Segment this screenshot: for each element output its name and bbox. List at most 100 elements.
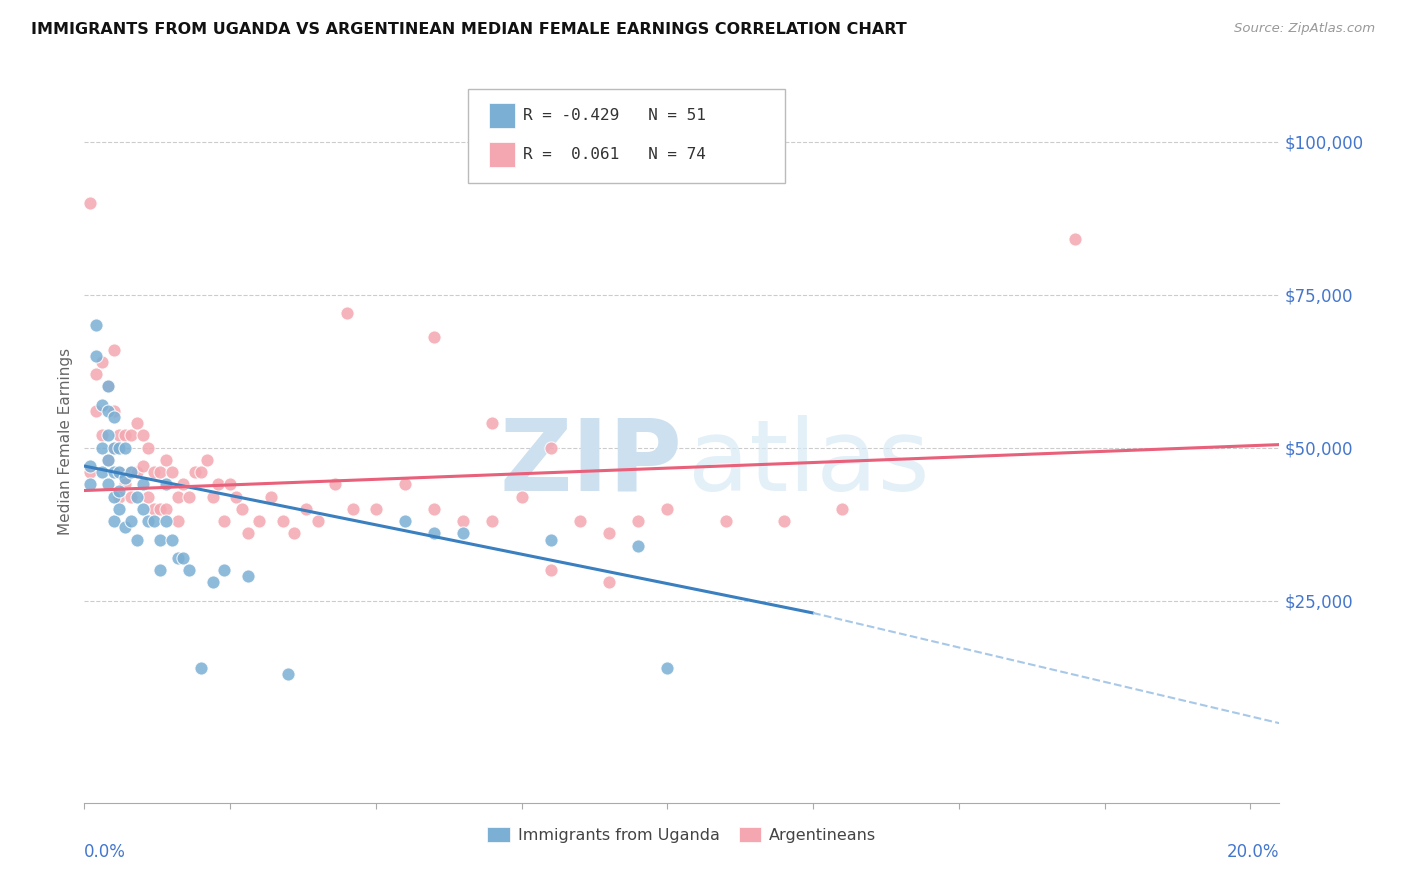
Point	[773, 514, 796, 528]
Point	[103, 410, 125, 425]
Point	[120, 490, 142, 504]
Point	[79, 458, 101, 473]
Point	[84, 367, 107, 381]
Point	[155, 477, 177, 491]
Point	[149, 563, 172, 577]
Point	[108, 465, 131, 479]
Point	[97, 477, 120, 491]
Point	[277, 667, 299, 681]
Point	[125, 533, 148, 547]
Text: 0.0%: 0.0%	[84, 843, 127, 861]
Point	[108, 465, 131, 479]
Point	[190, 465, 212, 479]
Point	[423, 526, 446, 541]
Point	[190, 661, 212, 675]
Point	[323, 477, 346, 491]
Point	[160, 533, 183, 547]
Text: ZIP: ZIP	[499, 415, 682, 512]
Point	[90, 355, 112, 369]
Point	[97, 428, 120, 442]
Point	[510, 490, 533, 504]
Point	[125, 465, 148, 479]
Point	[79, 195, 101, 210]
Point	[453, 514, 475, 528]
Point	[103, 441, 125, 455]
Point	[481, 514, 503, 528]
Text: IMMIGRANTS FROM UGANDA VS ARGENTINEAN MEDIAN FEMALE EARNINGS CORRELATION CHART: IMMIGRANTS FROM UGANDA VS ARGENTINEAN ME…	[31, 22, 907, 37]
Point	[103, 441, 125, 455]
Point	[79, 477, 101, 491]
Point	[103, 343, 125, 357]
Point	[172, 550, 194, 565]
Point	[598, 526, 620, 541]
Point	[131, 502, 153, 516]
Point	[84, 349, 107, 363]
Point	[97, 453, 120, 467]
Point	[231, 502, 253, 516]
Point	[143, 465, 166, 479]
Point	[103, 490, 125, 504]
Point	[125, 490, 148, 504]
Point	[155, 502, 177, 516]
Legend: Immigrants from Uganda, Argentineans: Immigrants from Uganda, Argentineans	[481, 820, 883, 849]
Point	[1064, 232, 1087, 246]
Point	[108, 490, 131, 504]
Point	[160, 465, 183, 479]
Point	[155, 514, 177, 528]
Point	[657, 661, 679, 675]
Point	[108, 428, 131, 442]
Point	[108, 483, 131, 498]
Point	[114, 471, 136, 485]
Point	[166, 490, 188, 504]
Point	[219, 477, 242, 491]
Point	[568, 514, 591, 528]
Point	[108, 502, 131, 516]
Point	[394, 514, 416, 528]
Y-axis label: Median Female Earnings: Median Female Earnings	[58, 348, 73, 535]
Point	[364, 502, 387, 516]
Point	[120, 428, 142, 442]
Point	[143, 514, 166, 528]
Point	[143, 502, 166, 516]
Point	[166, 550, 188, 565]
Point	[714, 514, 737, 528]
Point	[336, 306, 359, 320]
Point	[155, 453, 177, 467]
Point	[394, 477, 416, 491]
Text: 20.0%: 20.0%	[1227, 843, 1279, 861]
Text: Source: ZipAtlas.com: Source: ZipAtlas.com	[1234, 22, 1375, 36]
Point	[120, 514, 142, 528]
Point	[138, 490, 160, 504]
Point	[423, 330, 446, 344]
Point	[79, 465, 101, 479]
Point	[120, 465, 142, 479]
Point	[214, 563, 236, 577]
Point	[114, 520, 136, 534]
Point	[103, 404, 125, 418]
Point	[172, 477, 194, 491]
Point	[598, 575, 620, 590]
Point	[307, 514, 329, 528]
Point	[236, 569, 259, 583]
Point	[247, 514, 270, 528]
Point	[342, 502, 364, 516]
Point	[125, 416, 148, 430]
Point	[120, 465, 142, 479]
Point	[207, 477, 229, 491]
Point	[540, 441, 562, 455]
Point	[179, 563, 201, 577]
Point	[97, 379, 120, 393]
Point	[114, 441, 136, 455]
Point	[149, 465, 172, 479]
Point	[283, 526, 305, 541]
Point	[540, 563, 562, 577]
Point	[103, 514, 125, 528]
Point	[149, 502, 172, 516]
Point	[114, 428, 136, 442]
Point	[97, 379, 120, 393]
Point	[260, 490, 283, 504]
Point	[831, 502, 853, 516]
Point	[108, 441, 131, 455]
Point	[138, 441, 160, 455]
Point	[423, 502, 446, 516]
